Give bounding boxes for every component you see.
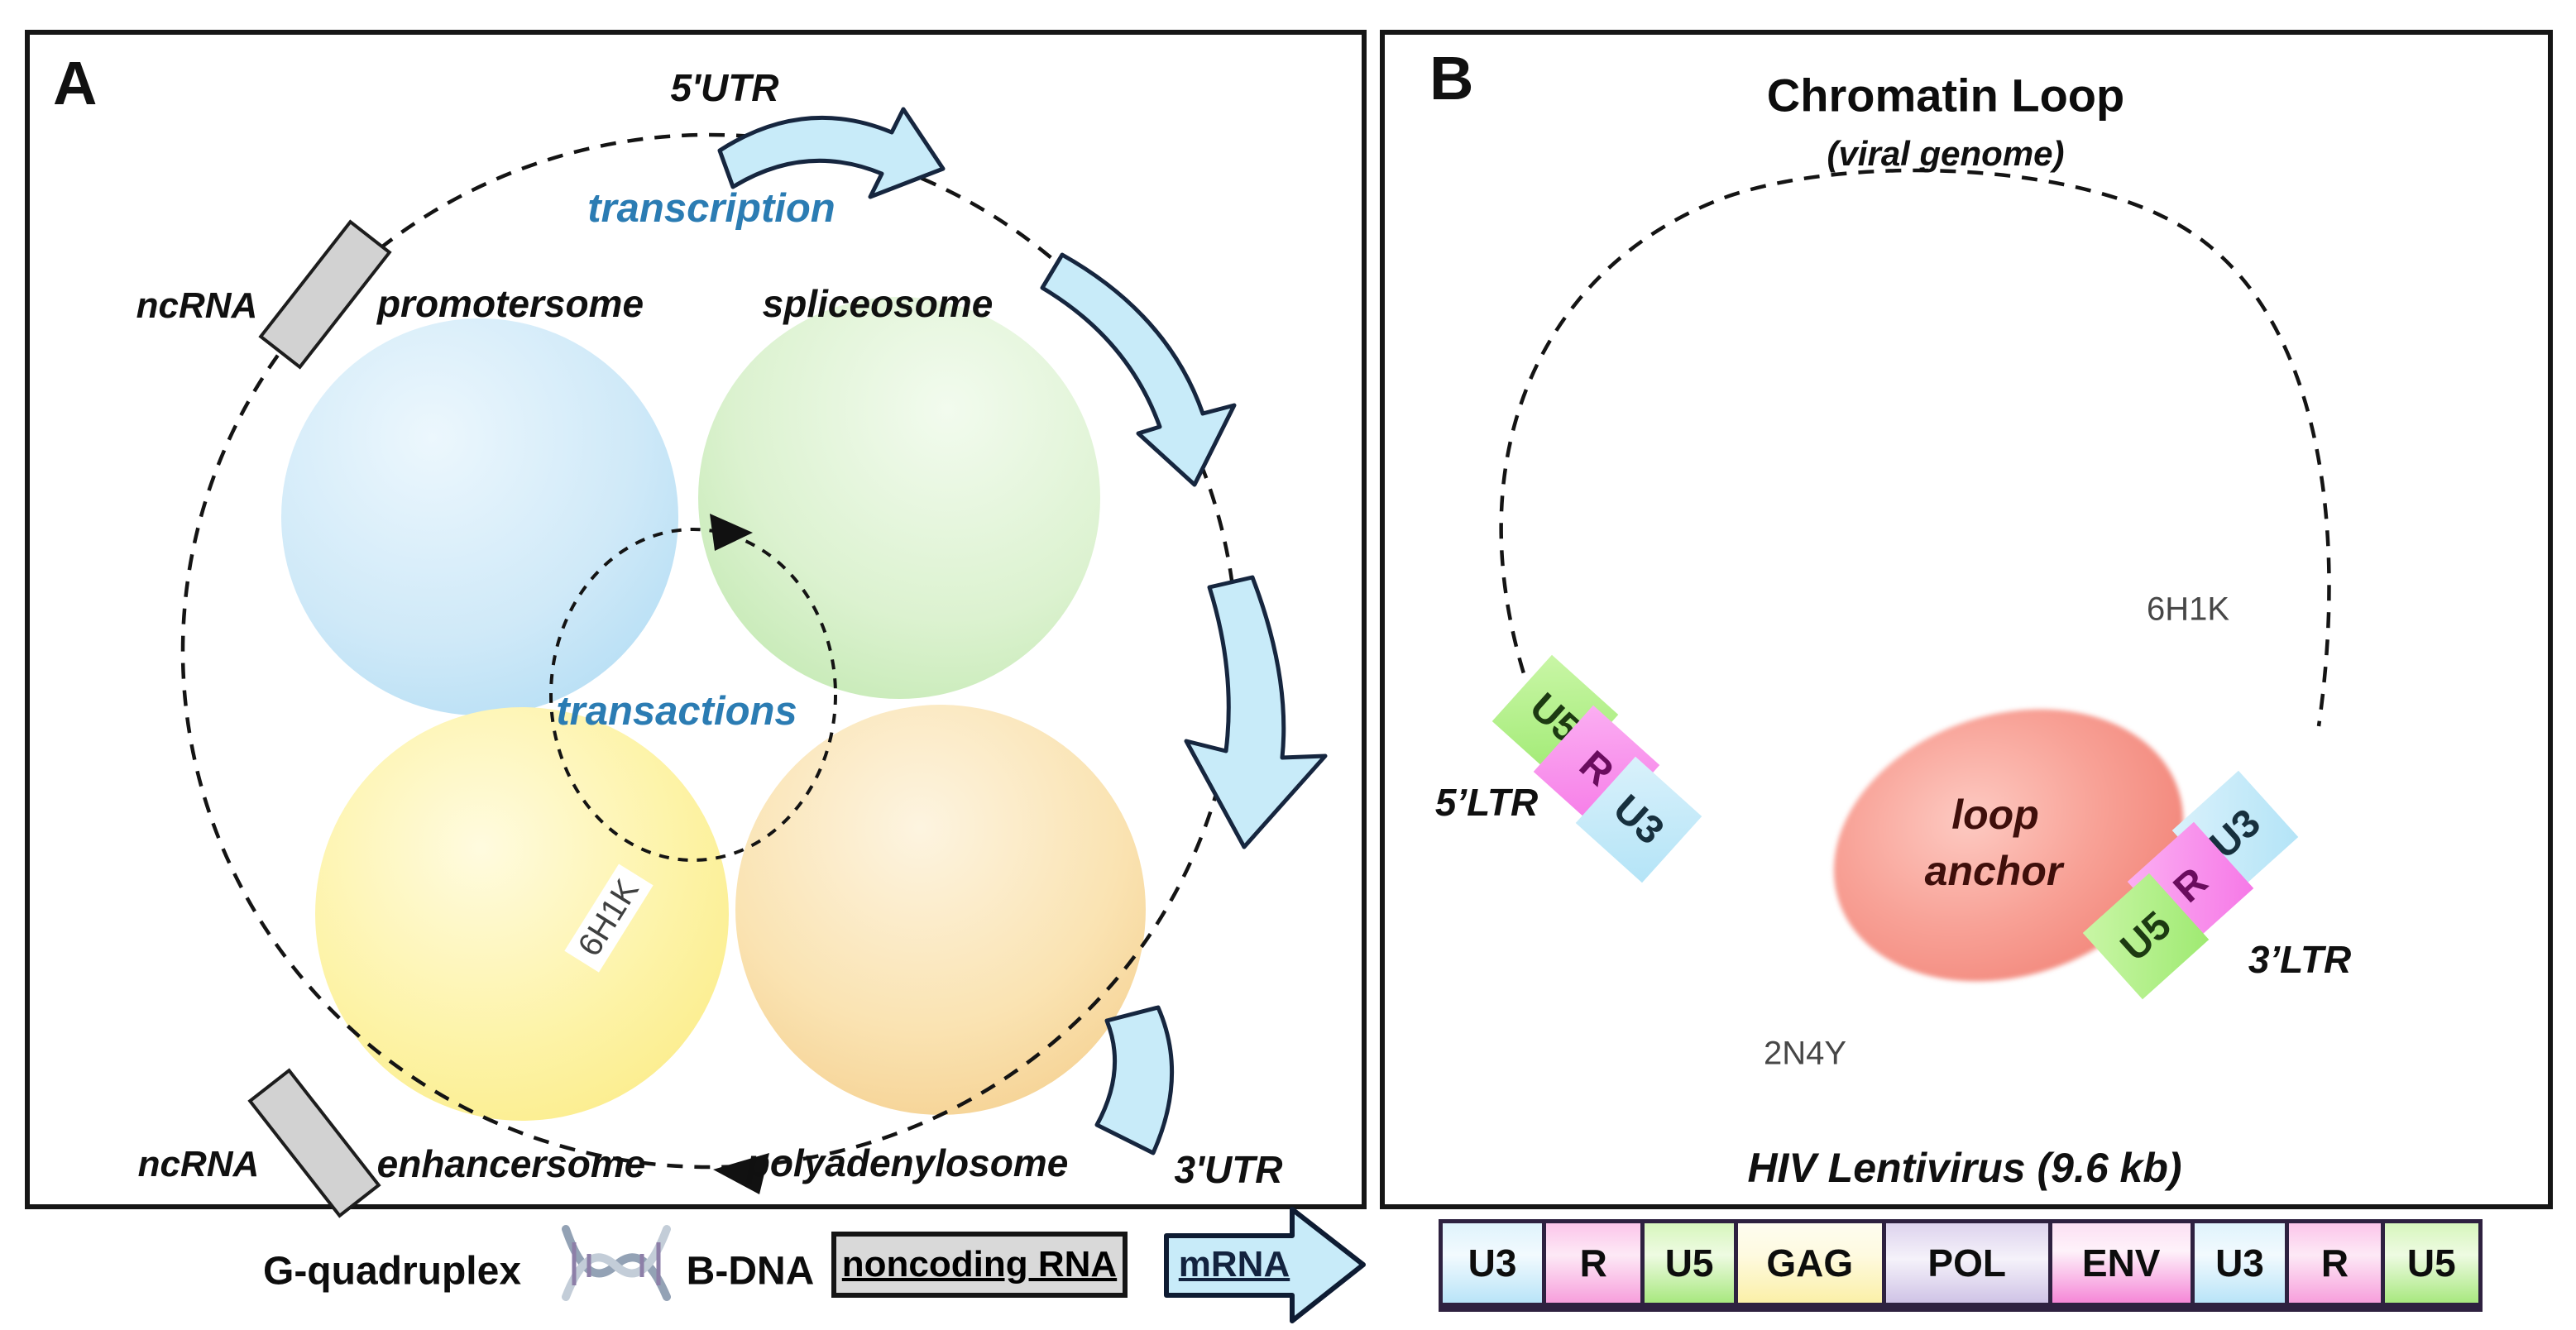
genome-segment-label: R xyxy=(1579,1241,1607,1285)
legend-bdna-label: B-DNA xyxy=(686,1249,815,1294)
panel-b-label: B xyxy=(1429,44,1474,112)
node-circle-polyadenylosome xyxy=(735,705,1146,1115)
genome-segment-label: GAG xyxy=(1766,1241,1854,1285)
g-quadruplex-icon xyxy=(128,1211,247,1327)
transactions-label: transactions xyxy=(556,689,797,734)
viral-genome-subtitle: (viral genome) xyxy=(1827,134,2065,173)
genome-segment-label: U5 xyxy=(1664,1241,1714,1285)
node-circle-spliceosome xyxy=(698,297,1100,699)
ltr5-label: 5’LTR xyxy=(1434,781,1539,824)
b-dna-icon xyxy=(562,1225,671,1301)
genome-bar: U3 R U5 GAG POL ENV U3 R U5 xyxy=(1439,1219,2483,1312)
mrna-arrow-right-icon xyxy=(1184,575,1328,849)
genome-segment-label: U3 xyxy=(2215,1241,2264,1285)
legend-ncrna-box: noncoding RNA xyxy=(831,1232,1128,1298)
ltr3-box-u5-label: U5 xyxy=(2112,902,2180,970)
legend-ncrna-label: noncoding RNA xyxy=(841,1244,1118,1285)
panel-a-label: A xyxy=(53,49,98,117)
node-label-enhancersome: enhancersome xyxy=(376,1142,646,1185)
utr3-mrna-band-icon xyxy=(1094,1005,1175,1155)
pdb-6h1k-label: 6H1K xyxy=(2146,591,2230,628)
node-circle-enhancersome xyxy=(315,707,729,1121)
structure-spliceosome xyxy=(750,338,1053,638)
ncrna-segment-top xyxy=(258,219,392,370)
ncrna-top-label: ncRNA xyxy=(136,285,258,326)
hiv-caption: HIV Lentivirus (9.6 kb) xyxy=(1747,1145,2182,1191)
utr5-label: 5'UTR xyxy=(670,66,779,109)
genome-segment-gag: GAG xyxy=(1733,1223,1882,1303)
transcription-label: transcription xyxy=(587,186,836,231)
utr3-label: 3'UTR xyxy=(1174,1148,1283,1191)
genome-segment-u3-2: U3 xyxy=(2190,1223,2286,1303)
mrna-arrow-top-icon xyxy=(717,107,946,199)
genome-segment-label: U5 xyxy=(2406,1241,2456,1285)
genome-segment-u3-1: U3 xyxy=(1443,1223,1543,1303)
ncrna-bottom-label: ncRNA xyxy=(137,1144,260,1184)
legend-mrna-label-wrap: mRNA xyxy=(1179,1244,1290,1285)
genome-segment-r-1: R xyxy=(1542,1223,1641,1303)
genome-segment-pol: POL xyxy=(1881,1223,2048,1303)
mrna-arrow-icon xyxy=(1164,1207,1366,1323)
genome-segment-env: ENV xyxy=(2047,1223,2191,1303)
pdb-2n4y-label: 2N4Y xyxy=(1763,1035,1847,1072)
ltr3-label: 3’LTR xyxy=(2248,938,2352,981)
ltr5-box-u3-label: U3 xyxy=(1605,786,1673,854)
genome-segment-r-2: R xyxy=(2285,1223,2381,1303)
loop-anchor-label-line2: anchor xyxy=(1924,848,2063,894)
genome-segment-u5-2: U5 xyxy=(2380,1223,2478,1303)
genome-segment-u5-1: U5 xyxy=(1640,1223,1734,1303)
chromatin-loop-title: Chromatin Loop xyxy=(1766,69,2125,122)
legend-gquadruplex-label: G-quadruplex xyxy=(262,1249,522,1294)
loop-anchor-label-line1: loop xyxy=(1951,792,2039,838)
genome-segment-label: R xyxy=(2320,1241,2349,1285)
cycle-direction-arrowhead-icon xyxy=(713,1153,769,1194)
node-circle-promotersome xyxy=(281,318,678,715)
legend-mrna-label: mRNA xyxy=(1178,1244,1290,1285)
structure-2n4y xyxy=(1605,702,1966,1058)
node-label-spliceosome: spliceosome xyxy=(762,282,994,325)
inner-cycle-arrowhead-icon xyxy=(710,514,753,551)
structure-promotersome xyxy=(338,356,633,645)
structure-polyadenylosome xyxy=(806,754,1080,1021)
node-label-polyadenylosome: polyadenylosome xyxy=(746,1141,1069,1184)
panel-b xyxy=(1380,30,2553,1209)
genome-segment-label: ENV xyxy=(2081,1241,2161,1285)
chromatin-loop-dashed-path xyxy=(1499,168,2331,727)
inner-cycle-dashed-circle xyxy=(549,528,837,862)
mrna-arrow-upper-right-icon xyxy=(1040,252,1237,487)
genome-segment-label: POL xyxy=(1927,1241,2006,1285)
genome-segment-label: U3 xyxy=(1468,1241,1517,1285)
node-label-promotersome: promotersome xyxy=(376,282,644,325)
ncrna-segment-bottom xyxy=(247,1068,381,1218)
